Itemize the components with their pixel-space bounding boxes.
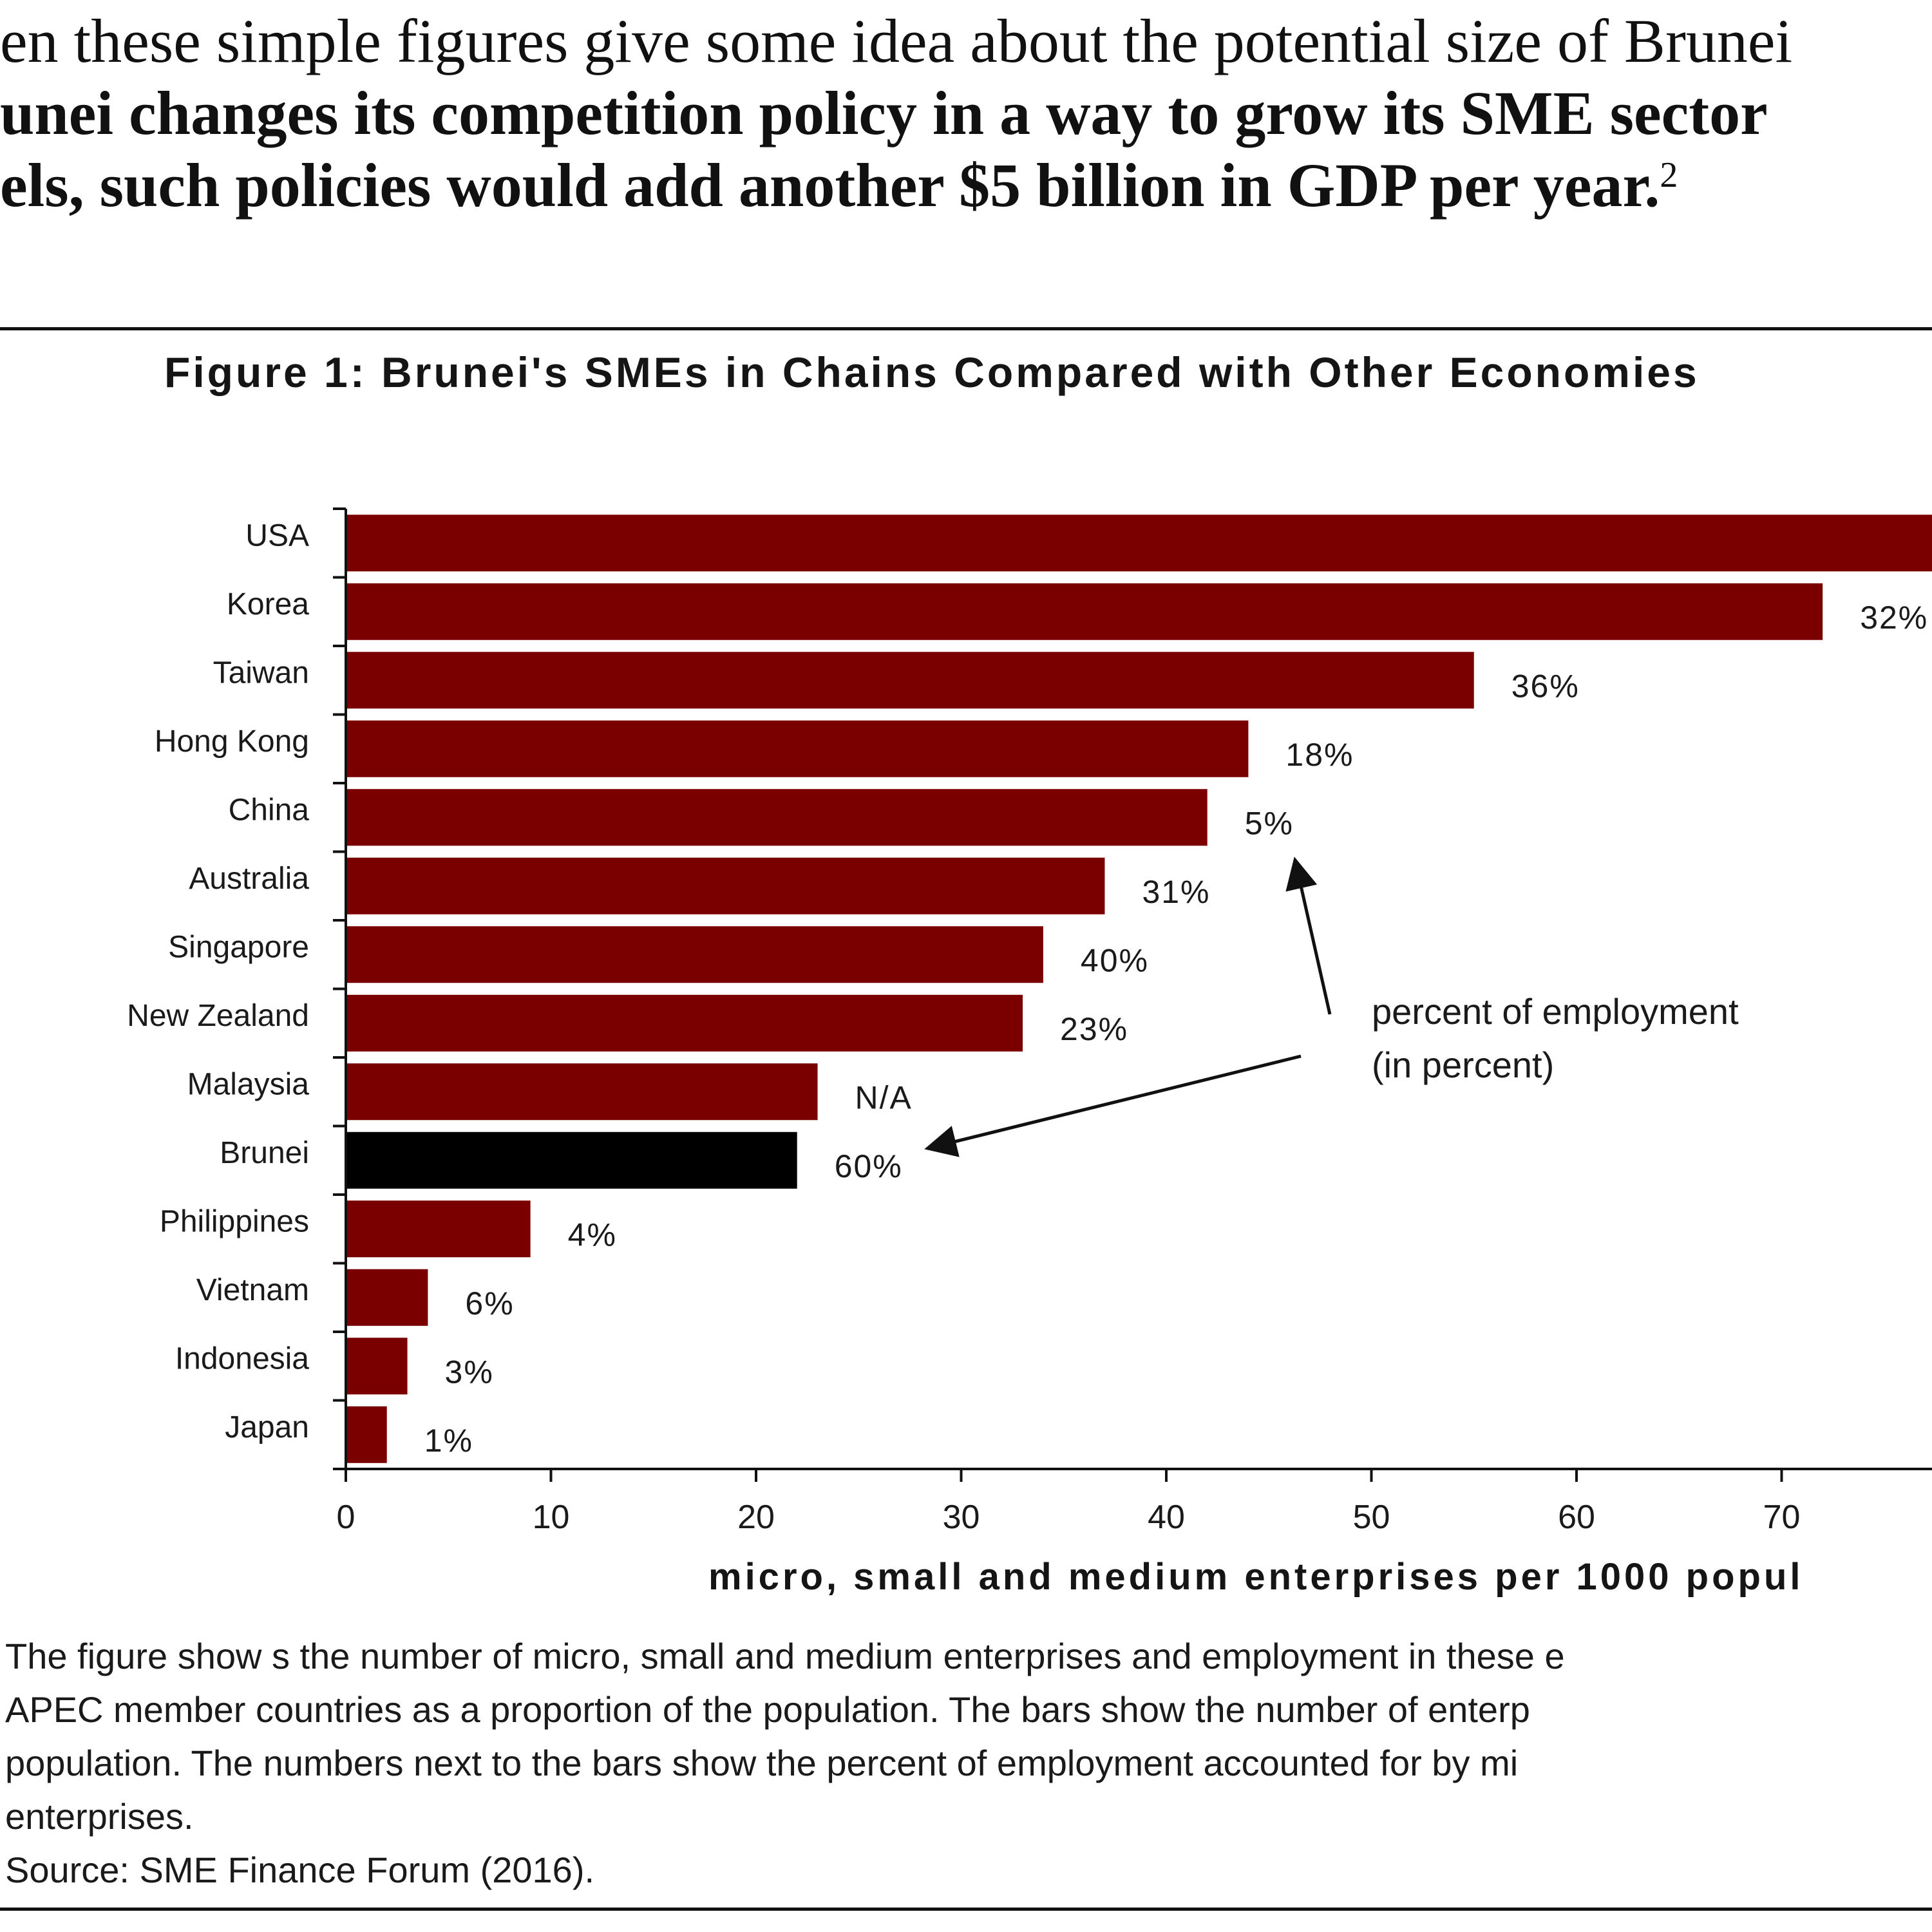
employment-label-malaysia: N/A — [855, 1079, 913, 1115]
employment-label-vietnam: 6% — [465, 1285, 514, 1321]
x-tick-label-20: 20 — [737, 1499, 775, 1536]
employment-label-indonesia: 3% — [445, 1354, 494, 1390]
bar-hong-kong — [346, 720, 1249, 777]
bar-vietnam — [346, 1269, 428, 1326]
x-tick-label-70: 70 — [1763, 1499, 1801, 1536]
annotation-group: percent of employment (in percent) — [924, 857, 1739, 1157]
employment-label-taiwan: 36% — [1511, 668, 1580, 704]
figure-caption: The figure show s the number of micro, s… — [5, 1629, 1932, 1897]
annotation-arrow-china — [1285, 857, 1332, 1015]
employment-label-china: 5% — [1245, 805, 1294, 841]
category-label-australia: Australia — [189, 862, 309, 896]
category-label-malaysia: Malaysia — [187, 1067, 310, 1101]
bar-singapore — [346, 926, 1043, 983]
category-labels-group: USA Korea Taiwan Hong Kong China Australia Sin… — [127, 518, 309, 1444]
bar-brunei — [346, 1132, 797, 1189]
bar-usa — [346, 515, 1932, 572]
bar-china — [346, 789, 1208, 846]
x-tick-label-30: 30 — [943, 1499, 980, 1536]
category-label-new-zealand: New Zealand — [127, 999, 309, 1033]
bar-japan — [346, 1406, 387, 1463]
category-label-brunei: Brunei — [220, 1136, 309, 1170]
intro-line-3: els, such policies would add another $5 … — [0, 149, 1678, 222]
bar-philippines — [346, 1200, 531, 1258]
employment-label-brunei: 60% — [835, 1148, 903, 1184]
bar-korea — [346, 583, 1823, 640]
category-label-usa: USA — [245, 518, 309, 553]
annotation-line-1: percent of employment — [1372, 991, 1739, 1032]
figure-bottom-rule — [0, 1908, 1932, 1911]
category-label-korea: Korea — [227, 587, 309, 621]
caption-line-3: population. The numbers next to the bars… — [5, 1743, 1519, 1783]
intro-line-3-text: els, such policies would add another $5 … — [0, 151, 1660, 220]
axes-group — [333, 507, 1932, 1470]
bar-new-zealand — [346, 994, 1023, 1052]
footnote-marker: 2 — [1660, 155, 1678, 195]
employment-label-japan: 1% — [424, 1423, 473, 1459]
employment-label-australia: 31% — [1142, 874, 1210, 910]
employment-label-new-zealand: 23% — [1060, 1011, 1128, 1047]
category-label-taiwan: Taiwan — [213, 656, 309, 690]
employment-label-singapore: 40% — [1081, 942, 1149, 978]
category-label-singapore: Singapore — [168, 930, 309, 964]
employment-labels-group: 32% 36% 18% 5% 31% 40% 23% N/A 60% 4% 6% 3% 1% — [424, 600, 1928, 1459]
bars-group — [346, 515, 1932, 1463]
employment-label-hong-kong: 18% — [1285, 737, 1354, 773]
x-tick-label-40: 40 — [1148, 1499, 1185, 1536]
bar-australia — [346, 857, 1105, 914]
annotation-line-2: (in percent) — [1372, 1045, 1554, 1085]
x-axis-label: micro, small and medium enterprises per … — [708, 1556, 1804, 1598]
category-label-japan: Japan — [225, 1410, 309, 1444]
caption-line-2: APEC member countries as a proportion of… — [5, 1689, 1530, 1730]
category-label-philippines: Philippines — [160, 1204, 309, 1238]
intro-line-2: unei changes its competition policy in a… — [0, 79, 1768, 147]
employment-label-korea: 32% — [1860, 600, 1928, 636]
intro-line-1: en these simple figures give some idea a… — [0, 6, 1793, 75]
employment-label-philippines: 4% — [568, 1217, 617, 1253]
caption-line-1: The figure show s the number of micro, s… — [5, 1636, 1565, 1676]
bar-malaysia — [346, 1063, 818, 1121]
annotation-arrow-brunei — [924, 1054, 1302, 1157]
x-tick-label-0: 0 — [337, 1499, 355, 1536]
figure-top-rule — [0, 327, 1932, 330]
x-tick-label-50: 50 — [1353, 1499, 1390, 1536]
caption-source: Source: SME Finance Forum (2016). — [5, 1850, 595, 1890]
caption-line-4: enterprises. — [5, 1796, 194, 1837]
category-label-vietnam: Vietnam — [196, 1273, 309, 1307]
category-label-indonesia: Indonesia — [175, 1341, 309, 1376]
bar-chart: USA Korea Taiwan Hong Kong China Australia Sin… — [127, 507, 1932, 1536]
category-label-hong-kong: Hong Kong — [155, 724, 309, 759]
x-tick-label-10: 10 — [533, 1499, 570, 1536]
bar-indonesia — [346, 1338, 408, 1395]
x-ticks-group: 0 10 20 30 40 50 60 70 — [337, 1469, 1801, 1536]
x-tick-label-60: 60 — [1558, 1499, 1595, 1536]
category-label-china: China — [229, 793, 310, 827]
figure-title: Figure 1: Brunei's SMEs in Chains Compar… — [164, 348, 1700, 396]
bar-taiwan — [346, 652, 1474, 709]
